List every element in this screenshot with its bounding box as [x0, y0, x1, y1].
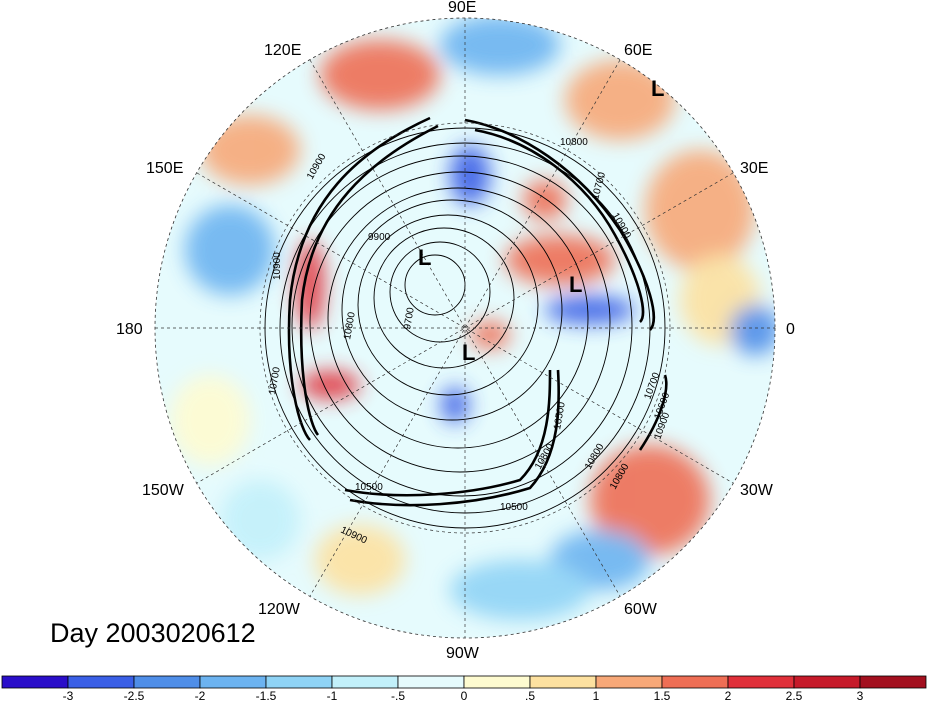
colorbar-tick-label: -1.5 [256, 689, 277, 702]
colorbar-swatch [331, 675, 399, 689]
contour-label: 9900 [368, 232, 391, 243]
low-marker: L [418, 245, 431, 270]
colorbar-swatch [859, 675, 927, 689]
colorbar-swatch [67, 675, 135, 689]
colorbar-swatch [661, 675, 729, 689]
anomaly-field [155, 18, 775, 638]
colorbar-tick-label: 0 [461, 689, 468, 702]
low-marker: L [462, 340, 475, 365]
day-title: Day 2003020612 [50, 618, 256, 648]
contour-label: 10800 [560, 137, 588, 148]
colorbar-swatch [199, 675, 267, 689]
lon-label-30e: 30E [740, 160, 768, 177]
contour-label: 10900 [272, 252, 283, 280]
colorbar-tick-label: 1.5 [654, 689, 671, 702]
colorbar-swatch [727, 675, 795, 689]
colorbar-tick-label: -2 [195, 689, 206, 702]
colorbar: -3 -2.5 -2 -1.5 -1 -.5 0 .5 1 1.5 2 2.5 3 [1, 675, 927, 702]
colorbar-swatch [397, 675, 465, 689]
colorbar-swatch [463, 675, 531, 689]
contour-label: 10800 [342, 311, 358, 341]
colorbar-tick-label: -3 [63, 689, 74, 702]
grid-lines [155, 18, 775, 638]
colorbar-tick-label: -.5 [391, 689, 405, 702]
jet-contours [287, 116, 668, 507]
colorbar-tick-label: 1 [593, 689, 600, 702]
lon-label-0: 0 [786, 321, 795, 338]
colorbar-tick-label: 3 [857, 689, 864, 702]
colorbar-tick-label: -2.5 [124, 689, 145, 702]
contour-label: 10500 [355, 482, 383, 493]
low-marker: L [569, 272, 582, 297]
lon-label-90e: 90E [448, 0, 476, 16]
colorbar-swatch [595, 675, 663, 689]
lon-label-180: 180 [116, 321, 143, 338]
contour-label: 10500 [500, 502, 528, 513]
map-border [154, 17, 776, 639]
colorbar-tick-label: .5 [525, 689, 535, 702]
colorbar-swatch [265, 675, 333, 689]
colorbar-swatch [529, 675, 597, 689]
low-marker: L [651, 76, 664, 101]
contour-label: 10500 [552, 401, 568, 431]
lon-label-150e: 150E [146, 160, 183, 177]
lon-label-30w: 30W [740, 482, 774, 499]
colorbar-tick-label: 2.5 [786, 689, 803, 702]
lon-label-90w: 90W [446, 645, 480, 662]
lon-label-60w: 60W [624, 601, 658, 618]
lon-label-60e: 60E [624, 42, 652, 59]
colorbar-tick-label: 2 [725, 689, 732, 702]
colorbar-swatch [793, 675, 861, 689]
colorbar-swatch [133, 675, 201, 689]
contour-label: 9700 [402, 306, 417, 330]
lon-label-120w: 120W [258, 601, 301, 618]
contour-label: 10700 [267, 366, 283, 396]
lon-label-150w: 150W [142, 482, 185, 499]
colorbar-tick-label: -1 [327, 689, 338, 702]
lon-label-120e: 120E [264, 42, 301, 59]
colorbar-swatch [1, 675, 69, 689]
